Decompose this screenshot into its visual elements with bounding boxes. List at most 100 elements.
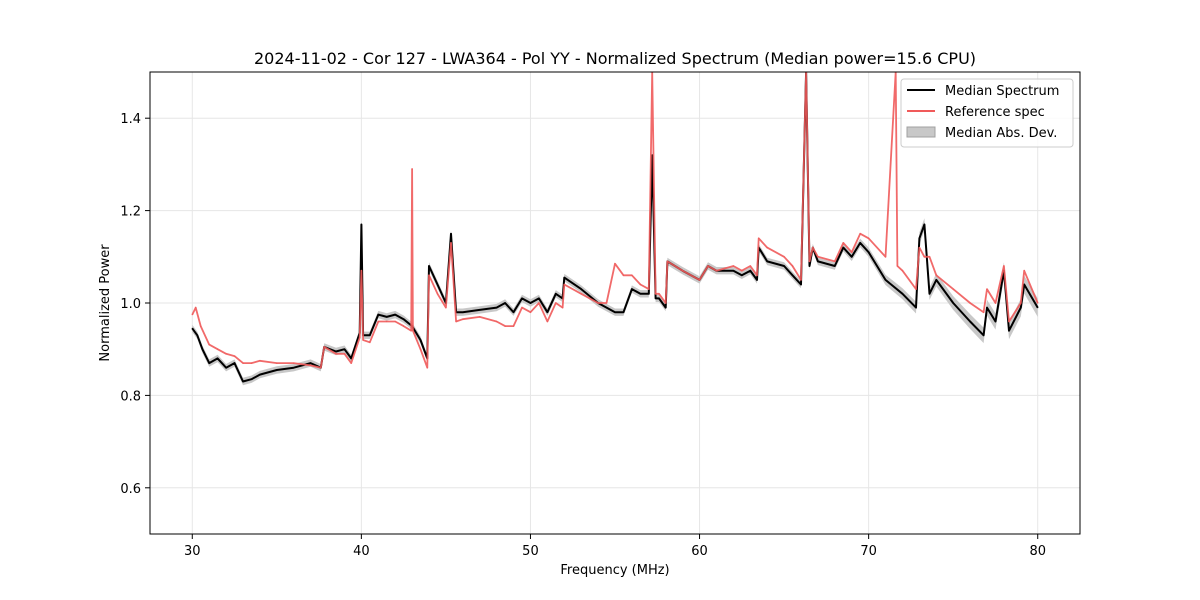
data-point (504, 325, 506, 327)
data-point (605, 302, 608, 304)
data-point (208, 344, 210, 346)
data-point (233, 355, 236, 357)
data-point (983, 311, 985, 313)
data-point (631, 274, 633, 276)
data-point (928, 293, 931, 295)
data-point (428, 265, 430, 267)
data-point (808, 260, 811, 262)
data-point (732, 265, 735, 267)
data-point (834, 265, 836, 267)
data-point (320, 367, 322, 369)
data-point (756, 274, 758, 276)
data-point (563, 277, 565, 279)
data-point (521, 307, 523, 309)
data-point (783, 265, 785, 267)
data-point (732, 270, 735, 272)
data-point (842, 242, 844, 244)
data-point (658, 297, 660, 299)
data-point (362, 339, 364, 341)
data-point (555, 293, 557, 295)
data-point (842, 247, 844, 249)
data-point (335, 353, 337, 355)
data-point (225, 367, 227, 369)
data-point (812, 247, 814, 249)
data-point (622, 311, 625, 313)
x-tick-label: 40 (353, 544, 370, 559)
data-point (419, 348, 422, 350)
data-point (868, 251, 870, 253)
data-point (208, 362, 210, 364)
data-point (479, 309, 481, 311)
x-axis-label: Frequency (MHz) (560, 563, 669, 578)
x-tick-label: 70 (860, 544, 877, 559)
data-point (479, 316, 481, 318)
data-point (259, 374, 261, 376)
data-point (529, 302, 532, 304)
data-point (1037, 302, 1039, 304)
data-point (343, 353, 346, 355)
data-point (915, 288, 917, 290)
data-point (622, 274, 625, 276)
data-point (386, 316, 388, 318)
data-point (580, 288, 582, 290)
data-point (538, 302, 540, 304)
data-point (360, 223, 362, 226)
data-point (521, 297, 523, 299)
data-point (462, 318, 464, 320)
data-point (986, 288, 988, 290)
data-point (462, 311, 464, 313)
data-point (969, 302, 971, 304)
data-point (923, 256, 926, 258)
data-point (1008, 330, 1010, 332)
series-layer (191, 72, 1039, 383)
y-tick-label: 0.6 (120, 482, 141, 497)
data-point (410, 330, 412, 332)
data-point (359, 337, 361, 339)
legend-median-label: Median Spectrum (945, 84, 1059, 99)
data-point (707, 265, 709, 267)
data-point (350, 362, 352, 364)
data-point (455, 320, 457, 323)
y-tick-label: 0.8 (120, 389, 141, 404)
data-point (1008, 320, 1010, 323)
data-point (698, 279, 701, 281)
data-point (242, 362, 244, 364)
data-point (504, 302, 506, 304)
data-point (369, 341, 371, 343)
data-point (191, 327, 193, 329)
data-point (783, 256, 785, 258)
data-point (394, 320, 396, 323)
data-point (901, 293, 904, 295)
data-point (195, 307, 197, 309)
data-point (1037, 307, 1039, 309)
y-tick-label: 1.2 (120, 205, 141, 220)
data-point (200, 325, 202, 327)
data-point (335, 350, 337, 353)
data-point (293, 367, 295, 369)
data-point (918, 247, 921, 249)
data-point (538, 297, 540, 299)
data-point (715, 270, 718, 272)
data-point (639, 293, 642, 295)
data-point (800, 283, 802, 286)
data-point (614, 311, 616, 313)
data-point (597, 302, 599, 304)
data-point (233, 362, 236, 364)
reference-spectrum-line (191, 72, 1039, 369)
data-point (580, 293, 582, 295)
data-point (851, 256, 853, 258)
data-point (276, 369, 278, 371)
data-point (834, 260, 836, 262)
data-point (555, 302, 557, 304)
data-point (915, 307, 917, 309)
data-point (935, 274, 937, 276)
data-point (791, 274, 794, 276)
data-point (756, 279, 758, 281)
data-point (994, 302, 997, 304)
x-tick-label: 30 (184, 544, 201, 559)
data-point (1023, 283, 1025, 286)
chart-title: 2024-11-02 - Cor 127 - LWA364 - Pol YY -… (254, 49, 976, 68)
data-point (665, 302, 667, 304)
x-tick-label: 80 (1029, 544, 1046, 559)
